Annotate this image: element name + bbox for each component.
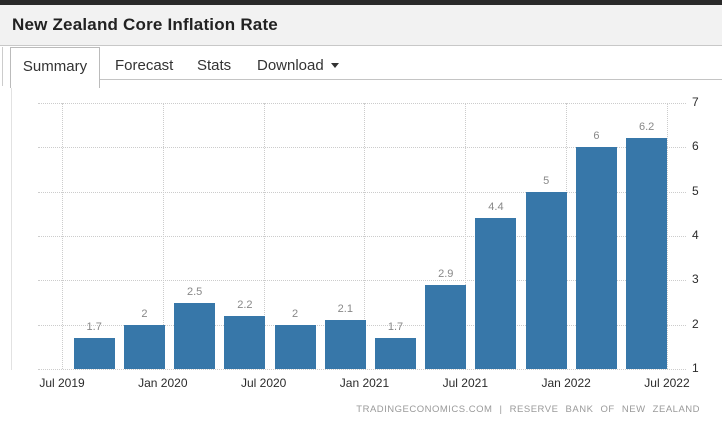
v-gridline <box>263 103 265 369</box>
plot-area: 1 2 3 4 5 6 7 Jul 2019 Jan 2020 Jul 2020 Jan 2021 J… <box>38 95 699 390</box>
x-axis-tick-label: Jul 2019 <box>39 376 85 390</box>
h-gridline <box>38 147 686 149</box>
h-gridline <box>38 191 686 193</box>
tab-forecast-label: Forecast <box>115 57 174 74</box>
tabs-left-border <box>2 47 3 86</box>
y-axis-tick-label: 1 <box>692 361 699 375</box>
tab-download-label: Download <box>257 57 324 74</box>
v-gridline <box>162 103 164 369</box>
bar-value-label: 6 <box>593 130 600 143</box>
bar-value-label: 5 <box>543 174 550 187</box>
chart-bar[interactable] <box>475 218 517 369</box>
h-gridline <box>38 236 686 237</box>
chart-bar[interactable] <box>626 138 668 369</box>
tab-summary-label: Summary <box>22 58 88 75</box>
bar-value-label: 1.7 <box>387 320 404 333</box>
bar-value-label: 6.2 <box>638 121 655 134</box>
chart-container: 1 2 3 4 5 6 7 Jul 2019 Jan 2020 Jul 2020 Jan 2021 J… <box>0 88 722 423</box>
x-axis-tick-label: Jul 2020 <box>240 376 287 390</box>
chart-bar[interactable] <box>425 284 467 369</box>
widget-header: New Zealand Core Inflation Rate <box>0 5 722 46</box>
y-axis-tick-label: 7 <box>692 95 699 109</box>
bar-value-label: 2 <box>141 307 148 320</box>
chart-bar[interactable] <box>375 337 417 369</box>
v-gridline <box>364 103 366 369</box>
x-axis-tick-label: Jan 2021 <box>339 376 390 390</box>
tab-forecast[interactable]: Forecast <box>115 56 173 76</box>
y-axis-tick-label: 4 <box>692 228 699 242</box>
tab-summary[interactable]: Summary <box>10 47 100 88</box>
v-gridline <box>465 103 467 369</box>
x-axis-tick-label: Jan 2022 <box>541 376 591 390</box>
y-axis-tick-label: 5 <box>692 183 699 198</box>
tab-stats[interactable]: Stats <box>197 56 231 76</box>
v-gridline <box>666 103 668 369</box>
chart-bar[interactable] <box>123 324 165 369</box>
chart-bar[interactable] <box>174 302 216 369</box>
tabs-bar: Summary Forecast Stats Download <box>0 47 722 88</box>
x-axis-tick-label: Jul 2022 <box>644 376 690 390</box>
tab-download[interactable]: Download <box>257 56 339 76</box>
page-title: New Zealand Core Inflation Rate <box>12 15 278 34</box>
chart-source-attribution: TRADINGECONOMICS.COM | RESERVE BANK OF N… <box>356 404 700 415</box>
chart-bar[interactable] <box>274 324 316 369</box>
chart-bar[interactable] <box>73 337 115 369</box>
bar-value-label: 2.5 <box>186 285 203 298</box>
bar-value-label: 2.2 <box>237 298 253 311</box>
tabs-bottom-border <box>100 79 722 80</box>
y-axis-tick-label: 6 <box>692 139 699 154</box>
chart-bar[interactable] <box>324 320 366 369</box>
bar-value-label: 2.1 <box>337 303 353 316</box>
h-gridline <box>38 103 686 104</box>
chart-bar[interactable] <box>525 191 567 369</box>
tab-stats-label: Stats <box>197 57 232 74</box>
h-gridline <box>38 280 686 282</box>
x-axis-tick-label: Jan 2020 <box>138 376 188 390</box>
top-accent-bar <box>0 0 722 5</box>
bar-value-label: 2.9 <box>438 267 454 280</box>
bar-value-label: 2 <box>292 307 299 320</box>
bar-value-label: 4.4 <box>488 201 504 214</box>
bar-value-label: 1.7 <box>86 320 102 333</box>
chart-bar[interactable] <box>224 315 266 369</box>
y-axis-tick-label: 2 <box>692 316 699 331</box>
y-axis-tick-label: 3 <box>692 272 699 287</box>
x-axis-tick-label: Jul 2021 <box>442 376 488 390</box>
caret-down-icon <box>330 63 339 68</box>
chart-left-border <box>11 88 12 370</box>
chart-bar[interactable] <box>575 147 617 369</box>
v-gridline <box>62 103 63 369</box>
h-gridline <box>38 369 686 370</box>
